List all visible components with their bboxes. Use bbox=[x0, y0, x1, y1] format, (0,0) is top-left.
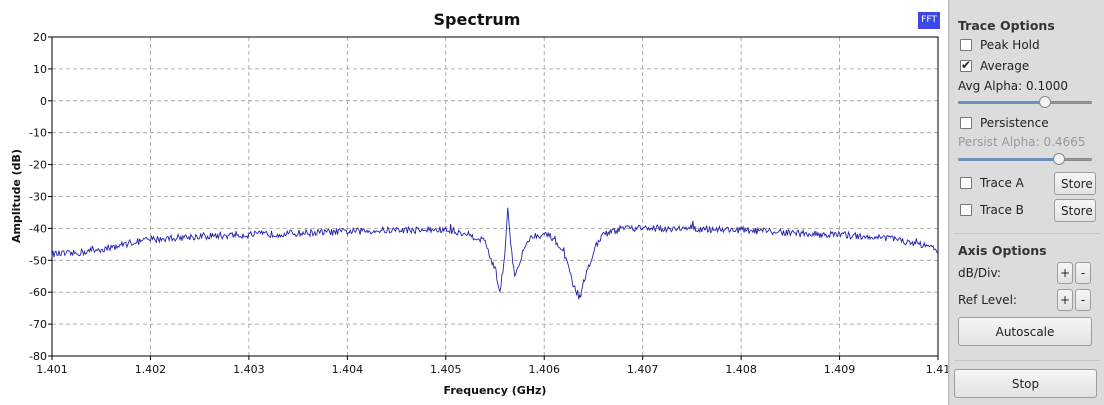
avg-alpha-slider[interactable] bbox=[958, 96, 1092, 110]
x-tick-label: 1.403 bbox=[233, 363, 265, 376]
x-tick-label: 1.41 bbox=[926, 363, 948, 376]
x-axis-label: Frequency (GHz) bbox=[444, 384, 547, 397]
x-tick-label: 1.402 bbox=[135, 363, 167, 376]
spectrum-chart: 20 10 0 -10 -20 -30 -40 -50 -60 -70 -80 1.401 1.402… bbox=[10, 10, 948, 397]
y-axis-label: Amplitude (dB) bbox=[10, 149, 23, 243]
persist-alpha-label: Persist Alpha: 0.4665 bbox=[958, 135, 1086, 149]
persistence-row[interactable]: Persistence bbox=[960, 114, 1049, 132]
chart-title: Spectrum bbox=[434, 10, 521, 29]
y-tick-label: -40 bbox=[29, 222, 47, 235]
trace-a-row[interactable]: Trace A bbox=[960, 174, 1024, 192]
y-axis-ticks: 20 10 0 -10 -20 -30 -40 -50 -60 -70 -80 bbox=[29, 31, 52, 363]
stop-button[interactable]: Stop bbox=[954, 369, 1097, 398]
y-tick-label: 0 bbox=[40, 95, 47, 108]
fft-badge[interactable]: FFT bbox=[918, 12, 940, 29]
db-div-plus-button[interactable]: + bbox=[1057, 262, 1073, 284]
db-div-minus-button[interactable]: - bbox=[1075, 262, 1091, 284]
ref-level-minus-button[interactable]: - bbox=[1075, 289, 1091, 311]
x-tick-label: 1.406 bbox=[528, 363, 560, 376]
control-panel: Trace Options Peak Hold Average Avg Alph… bbox=[949, 0, 1104, 405]
x-tick-label: 1.408 bbox=[725, 363, 757, 376]
average-label: Average bbox=[980, 59, 1030, 73]
peak-hold-row[interactable]: Peak Hold bbox=[960, 36, 1040, 54]
spectrum-trace-line bbox=[51, 207, 939, 300]
section-divider bbox=[954, 360, 1100, 361]
trace-b-store-button[interactable]: Store bbox=[1054, 199, 1096, 222]
persist-alpha-row: Persist Alpha: 0.4665 bbox=[958, 133, 1085, 151]
db-div-row: dB/Div: bbox=[958, 264, 1001, 282]
db-div-label: dB/Div: bbox=[958, 266, 1001, 280]
section-divider bbox=[954, 233, 1100, 234]
y-tick-label: -10 bbox=[29, 127, 47, 140]
trace-b-label: Trace B bbox=[980, 203, 1024, 217]
avg-alpha-row: Avg Alpha: 0.1000 bbox=[958, 77, 1068, 95]
trace-a-store-button[interactable]: Store bbox=[1054, 172, 1096, 195]
ref-level-plus-button[interactable]: + bbox=[1057, 289, 1073, 311]
grid bbox=[52, 37, 938, 356]
y-tick-label: -60 bbox=[29, 286, 47, 299]
y-tick-label: 20 bbox=[33, 31, 47, 44]
persist-alpha-slider[interactable] bbox=[958, 153, 1092, 167]
average-row[interactable]: Average bbox=[960, 57, 1029, 75]
x-tick-label: 1.407 bbox=[627, 363, 659, 376]
y-tick-label: -70 bbox=[29, 318, 47, 331]
x-tick-label: 1.404 bbox=[332, 363, 364, 376]
y-tick-label: -30 bbox=[29, 191, 47, 204]
x-axis-ticks: 1.401 1.402 1.403 1.404 1.405 1.406 1.407 1.408… bbox=[36, 356, 948, 376]
avg-alpha-fill bbox=[958, 101, 1045, 104]
spectrum-plot-area: 20 10 0 -10 -20 -30 -40 -50 -60 -70 -80 1.401 1.402… bbox=[0, 0, 949, 405]
persistence-label: Persistence bbox=[980, 116, 1049, 130]
y-tick-label: -20 bbox=[29, 159, 47, 172]
autoscale-button[interactable]: Autoscale bbox=[958, 317, 1092, 346]
trace-a-checkbox[interactable] bbox=[960, 177, 972, 189]
peak-hold-label: Peak Hold bbox=[980, 38, 1040, 52]
x-tick-label: 1.405 bbox=[430, 363, 462, 376]
y-tick-label: -80 bbox=[29, 350, 47, 363]
trace-options-title: Trace Options bbox=[958, 18, 1055, 33]
peak-hold-checkbox[interactable] bbox=[960, 39, 972, 51]
ref-level-row: Ref Level: bbox=[958, 291, 1017, 309]
x-tick-label: 1.401 bbox=[36, 363, 68, 376]
axis-options-title: Axis Options bbox=[958, 243, 1047, 258]
ref-level-label: Ref Level: bbox=[958, 293, 1017, 307]
persist-alpha-handle[interactable] bbox=[1053, 153, 1066, 165]
avg-alpha-handle[interactable] bbox=[1038, 96, 1051, 108]
x-tick-label: 1.409 bbox=[824, 363, 856, 376]
trace-b-checkbox[interactable] bbox=[960, 204, 972, 216]
y-tick-label: 10 bbox=[33, 63, 47, 76]
trace-b-row[interactable]: Trace B bbox=[960, 201, 1024, 219]
persist-alpha-fill bbox=[958, 158, 1060, 161]
y-tick-label: -50 bbox=[29, 254, 47, 267]
avg-alpha-label: Avg Alpha: 0.1000 bbox=[958, 79, 1069, 93]
average-checkbox[interactable] bbox=[960, 58, 972, 72]
trace-a-label: Trace A bbox=[980, 176, 1024, 190]
persistence-checkbox[interactable] bbox=[960, 117, 972, 129]
